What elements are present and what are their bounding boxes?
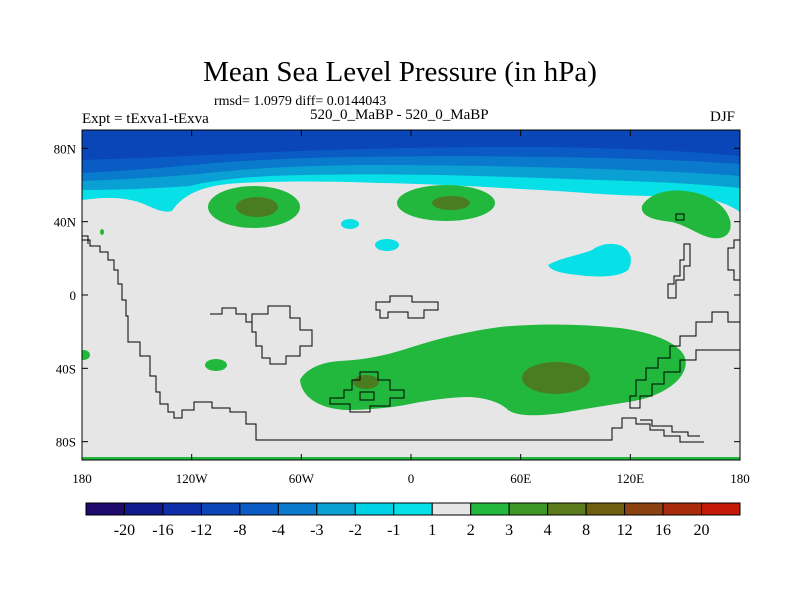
colorbar-swatch xyxy=(662,502,703,516)
coastline-australia xyxy=(629,311,740,409)
coastline-south-atlantic-inner xyxy=(359,391,375,401)
cyan-blob-small-2 xyxy=(375,239,399,251)
colorbar-label: 20 xyxy=(694,522,710,539)
colorbar-swatch xyxy=(200,502,241,516)
colorbar: -20 -16 -12 -8 -4 -3 -2 -1 1 2 3 4 8 12 16 20 xyxy=(85,502,741,539)
cyan-blob-east xyxy=(548,243,631,277)
colorbar-label: 4 xyxy=(544,522,552,539)
season-label: DJF xyxy=(710,109,736,125)
stats-label: rmsd= 1.0979 diff= 0.0144043 xyxy=(214,94,387,109)
colorbar-swatch xyxy=(354,502,395,516)
coastline-east-asia-small xyxy=(675,213,685,221)
colorbar-swatch xyxy=(85,502,125,516)
colorbar-label: 1 xyxy=(428,522,436,539)
colorbar-label: -12 xyxy=(191,522,212,539)
coastline-africa xyxy=(375,295,439,319)
colorbar-label: -1 xyxy=(387,522,400,539)
coastlines xyxy=(82,213,740,443)
colorbar-swatch xyxy=(316,502,356,516)
x-tick-label: 60W xyxy=(289,471,315,486)
colorbar-label: -8 xyxy=(233,522,246,539)
coastline-south-america xyxy=(210,305,313,365)
colorbar-swatch xyxy=(470,502,510,516)
coastline-north-america xyxy=(82,239,704,443)
coastline-antarctic-east xyxy=(640,419,700,437)
colorbar-swatch xyxy=(585,502,626,516)
colorbar-label: -20 xyxy=(114,522,135,539)
colorbar-swatch xyxy=(701,502,741,516)
colorbar-swatch xyxy=(277,502,318,516)
colorbar-swatch xyxy=(239,502,279,516)
x-tick-label: 0 xyxy=(408,471,415,486)
colorbar-swatch xyxy=(431,502,472,516)
cyan-blob-small-1 xyxy=(341,219,359,229)
x-tick-label: 180 xyxy=(72,471,92,486)
colorbar-swatch xyxy=(624,502,664,516)
colorbar-label: 2 xyxy=(467,522,475,539)
colorbar-swatch xyxy=(123,502,164,516)
coastline-asia-east xyxy=(667,243,691,299)
colorbar-label: 8 xyxy=(582,522,590,539)
green-east-asia xyxy=(641,190,731,239)
colorbar-swatch xyxy=(508,502,549,516)
y-tick-label: 40S xyxy=(56,361,76,376)
peak-southern-ocean xyxy=(522,362,590,394)
peak-southern-atlantic xyxy=(353,375,379,389)
x-tick-label: 120W xyxy=(176,471,209,486)
colorbar-label: -16 xyxy=(152,522,173,539)
colorbar-label: 16 xyxy=(655,522,671,539)
colorbar-label: 3 xyxy=(505,522,513,539)
peak-north-atlantic xyxy=(432,196,470,210)
colorbar-label: -3 xyxy=(310,522,323,539)
center-label: 520_0_MaBP - 520_0_MaBP xyxy=(310,107,489,123)
arctic-band-darkblue xyxy=(82,130,740,160)
chart-title: Mean Sea Level Pressure (in hPa) xyxy=(203,56,597,88)
coastline-south-atlantic xyxy=(329,371,405,413)
x-tick-label: 60E xyxy=(510,471,531,486)
y-tick-label: 80S xyxy=(56,435,76,450)
green-small-south-pacific xyxy=(205,359,227,371)
colorbar-label: -4 xyxy=(272,522,285,539)
y-tick-label: 40N xyxy=(54,215,77,230)
colorbar-label: -2 xyxy=(349,522,362,539)
peak-north-pacific xyxy=(236,197,278,217)
green-edge-nw xyxy=(100,229,104,235)
colorbar-swatch xyxy=(547,502,587,516)
coastline-asia xyxy=(727,239,740,281)
y-tick-label: 80N xyxy=(54,141,77,156)
colorbar-swatch xyxy=(162,502,202,516)
colorbar-swatch xyxy=(393,502,433,516)
coastline-west-stub xyxy=(82,235,89,244)
colorbar-label: 12 xyxy=(617,522,633,539)
axes: 180 120W 60W 0 60E 120E 180 80N 40N 0 40S 80S xyxy=(54,130,750,486)
green-edge-west xyxy=(82,350,90,360)
x-tick-label: 120E xyxy=(617,471,645,486)
y-tick-label: 0 xyxy=(70,288,77,303)
green-southern-ocean xyxy=(300,324,686,416)
experiment-label: Expt = tExva1-tExva xyxy=(82,111,209,127)
x-tick-label: 180 xyxy=(730,471,750,486)
